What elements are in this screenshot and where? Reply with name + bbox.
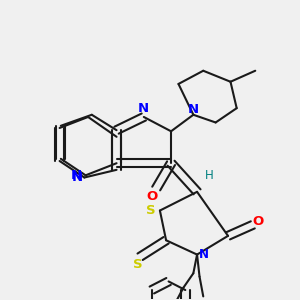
Text: O: O xyxy=(253,215,264,228)
Text: S: S xyxy=(146,204,155,217)
Text: H: H xyxy=(205,169,214,182)
Text: N: N xyxy=(188,103,199,116)
Text: N: N xyxy=(71,171,82,184)
Text: N: N xyxy=(138,102,149,115)
Text: N: N xyxy=(199,248,209,261)
Text: N: N xyxy=(71,169,82,182)
Text: O: O xyxy=(147,190,158,203)
Text: S: S xyxy=(134,257,143,271)
